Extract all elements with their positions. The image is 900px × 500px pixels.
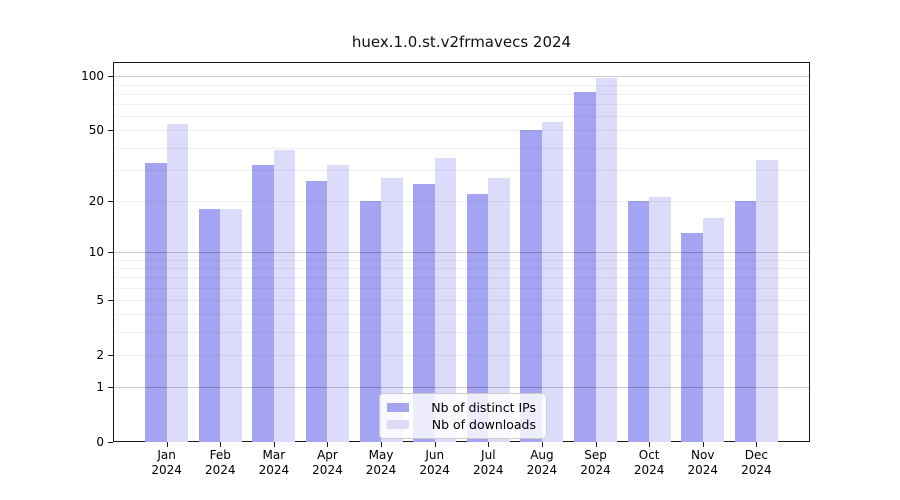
x-tick-month: Feb — [209, 448, 231, 462]
x-tick-label: Sep 2024 — [564, 448, 628, 478]
x-tick-year: 2024 — [526, 463, 558, 477]
x-tick-label: Apr 2024 — [295, 448, 359, 478]
x-tick-year: 2024 — [473, 463, 504, 477]
x-tick-year: 2024 — [258, 463, 290, 477]
y-tick-mark — [108, 130, 113, 132]
x-tick-month: Jul — [481, 448, 496, 462]
y-tick-label: 5 — [96, 293, 104, 308]
x-tick-month: Nov — [691, 448, 715, 462]
x-tick-mark — [327, 442, 329, 447]
x-tick-year: 2024 — [204, 463, 236, 477]
x-tick-month: Mar — [262, 448, 286, 462]
x-tick-label: Jun 2024 — [403, 448, 467, 478]
y-tick-label: 0 — [96, 435, 104, 449]
legend-swatch — [387, 403, 409, 412]
y-tick-mark — [108, 354, 113, 356]
x-tick-mark — [649, 442, 651, 447]
x-tick-mark — [220, 442, 222, 447]
plot-area — [113, 62, 810, 442]
x-tick-mark — [166, 442, 168, 447]
y-tick-label: 1 — [96, 380, 104, 395]
x-tick-mark — [541, 442, 543, 447]
y-tick-label: 20 — [88, 193, 104, 208]
x-tick-label: Feb 2024 — [188, 448, 252, 478]
y-tick-mark — [108, 300, 113, 302]
y-tick-label: 10 — [88, 245, 104, 259]
x-tick-month: Aug — [530, 448, 554, 462]
x-tick-mark — [595, 442, 597, 447]
chart-title: huex.1.0.st.v2frmavecs 2024 — [351, 33, 572, 51]
x-tick-year: 2024 — [151, 463, 182, 477]
legend-label: Nb of downloads — [431, 417, 536, 432]
x-tick-year: 2024 — [687, 463, 719, 477]
legend: Nb of distinct IPs Nb of downloads — [379, 393, 547, 439]
y-tick-mark — [108, 442, 113, 443]
x-tick-month: Jan — [157, 448, 176, 462]
legend-label: Nb of distinct IPs — [431, 400, 536, 415]
x-tick-year: 2024 — [312, 463, 343, 477]
y-tick-mark — [108, 252, 113, 253]
x-tick-label: Nov 2024 — [671, 448, 735, 478]
x-tick-year: 2024 — [580, 463, 611, 477]
y-tick-label: 50 — [88, 123, 104, 138]
x-tick-mark — [488, 442, 490, 447]
x-tick-year: 2024 — [633, 463, 665, 477]
x-tick-month: May — [368, 448, 394, 462]
x-tick-mark — [273, 442, 275, 447]
x-tick-label: Mar 2024 — [242, 448, 306, 478]
y-tick-label: 100 — [81, 69, 104, 84]
x-tick-label: Dec 2024 — [724, 448, 788, 478]
x-tick-label: Jan 2024 — [135, 448, 199, 478]
y-tick-mark — [108, 76, 113, 78]
x-tick-label: May 2024 — [349, 448, 413, 478]
x-tick-label: Oct 2024 — [617, 448, 681, 478]
x-tick-label: Jul 2024 — [456, 448, 520, 478]
legend-item: Nb of distinct IPs — [387, 399, 536, 416]
y-tick-mark — [108, 387, 113, 389]
x-tick-month: Apr — [317, 448, 338, 462]
legend-swatch — [387, 420, 409, 429]
x-tick-month: Dec — [744, 448, 768, 462]
x-tick-month: Jun — [425, 448, 445, 462]
x-tick-mark — [756, 442, 758, 447]
x-tick-mark — [434, 442, 436, 447]
legend-item: Nb of downloads — [387, 416, 536, 433]
y-tick-mark — [108, 200, 113, 202]
x-tick-year: 2024 — [365, 463, 397, 477]
x-tick-year: 2024 — [741, 463, 772, 477]
x-tick-month: Oct — [638, 448, 660, 462]
x-tick-month: Sep — [584, 448, 607, 462]
y-tick-label: 2 — [96, 347, 104, 362]
x-tick-mark — [702, 442, 704, 447]
x-tick-year: 2024 — [419, 463, 450, 477]
x-tick-mark — [381, 442, 383, 447]
x-tick-label: Aug 2024 — [510, 448, 574, 478]
